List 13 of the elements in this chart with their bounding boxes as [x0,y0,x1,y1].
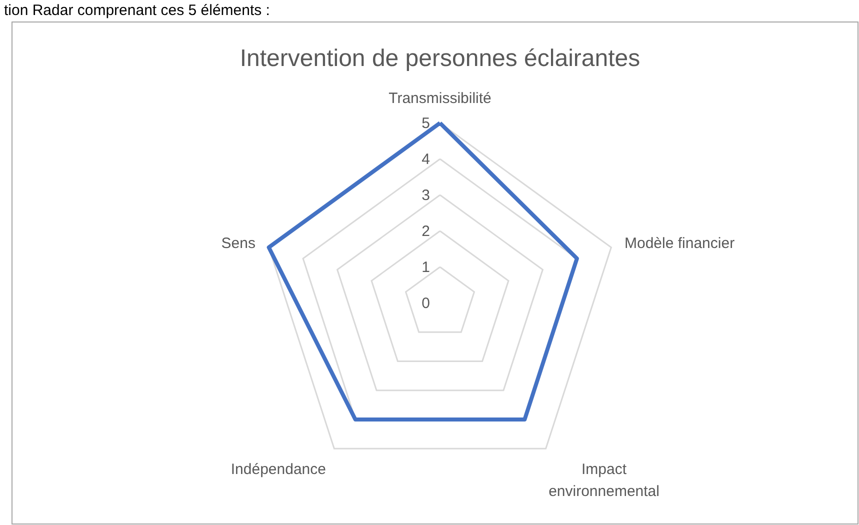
y-tick-label: 2 [422,223,430,240]
spoke-label: Modèle financier [624,235,735,252]
spoke-label: Transmissibilité [388,90,492,107]
spoke-label: Impact environnemental [548,460,660,500]
y-tick-label: 3 [422,187,430,204]
text: tion Radar comprenant ces 5 éléments : [4,2,270,19]
y-tick-label: 4 [422,151,430,168]
spoke-label: Indépendance [230,460,326,478]
y-tick-label: 1 [422,259,430,276]
y-tick-label: 0 [422,295,430,312]
chart-title: Intervention de personnes éclairantes [240,45,640,72]
y-tick-label: 5 [422,115,430,132]
spoke-label: Sens [221,235,256,252]
